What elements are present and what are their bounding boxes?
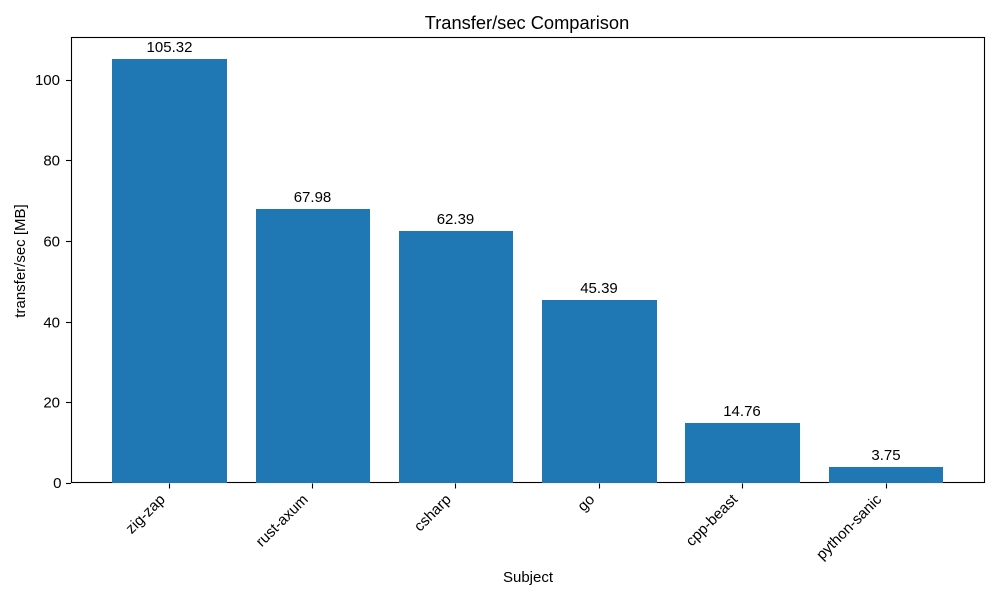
svg-text:60: 60 [43,234,60,251]
svg-text:0: 0 [53,475,61,492]
svg-text:45.39: 45.39 [580,280,618,297]
svg-text:67.98: 67.98 [294,189,332,206]
svg-text:rust-axum: rust-axum [253,491,312,550]
svg-text:3.75: 3.75 [871,447,900,464]
svg-text:105.32: 105.32 [147,39,193,56]
svg-text:100: 100 [35,72,60,89]
svg-text:62.39: 62.39 [437,211,475,228]
svg-text:Subject: Subject [503,569,554,586]
svg-text:40: 40 [43,315,60,332]
svg-text:80: 80 [43,153,60,170]
svg-text:csharp: csharp [411,491,455,535]
svg-text:cpp-beast: cpp-beast [683,491,742,550]
svg-text:14.76: 14.76 [723,403,761,420]
svg-text:zig-zap: zig-zap [122,491,168,537]
svg-text:python-sanic: python-sanic [813,491,886,564]
svg-text:20: 20 [43,395,60,412]
svg-text:transfer/sec [MB]: transfer/sec [MB] [12,204,29,317]
svg-text:go: go [574,491,598,515]
svg-text:Transfer/sec Comparison: Transfer/sec Comparison [425,12,630,33]
